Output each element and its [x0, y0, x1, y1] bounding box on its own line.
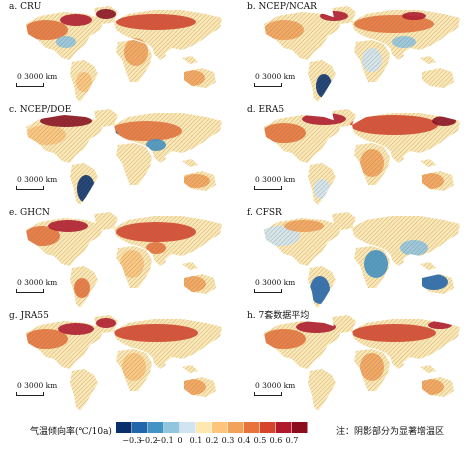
legend-color-bar — [116, 422, 308, 433]
map-panel-jra55: g. JRA55 0 3000 km — [6, 311, 232, 415]
map-panel-ncep-ncar: b. NCEP/NCAR 0 3000 km — [244, 2, 470, 106]
scale-bar-label: 0 3000 km — [255, 175, 296, 184]
world-map — [26, 6, 222, 102]
world-map — [26, 109, 222, 205]
legend-note: 注：阴影部分为显著增温区 — [336, 427, 445, 437]
map-panel-cfsr: f. CFSR 0 3000 km — [244, 208, 470, 312]
scale-bar-label: 0 3000 km — [17, 72, 58, 81]
legend-tick-label: 0.6 — [269, 436, 283, 445]
scale-bar-label: 0 3000 km — [17, 278, 58, 287]
map-panel-ncep-doe: c. NCEP/DOE 0 3000 km — [6, 105, 232, 209]
legend-swatch — [212, 422, 228, 433]
legend-tick-label: −0.1 — [154, 436, 174, 445]
legend-ticks: −0.3 −0.2 −0.1 0 0.1 0.2 0.3 0.4 0.5 0.6 0.7 — [116, 436, 308, 446]
panel-label: c. NCEP/DOE — [9, 105, 72, 115]
map-panel-ghcn: e. GHCN 0 3000 km — [6, 208, 232, 312]
legend-swatch — [180, 422, 196, 433]
legend-tick-label: −0.3 — [122, 436, 142, 445]
legend-swatch — [132, 422, 148, 433]
color-legend: 气温倾向率(℃/10a) −0.3 −0.2 −0.1 0 0.1 0.2 0.3 0.4 0.… — [0, 418, 474, 450]
world-map — [264, 212, 460, 308]
scale-bar-label: 0 3000 km — [17, 175, 58, 184]
world-map — [264, 315, 460, 411]
world-map — [26, 315, 222, 411]
scale-bar — [254, 83, 282, 87]
legend-tick-label: −0.2 — [138, 436, 158, 445]
scale-bar — [16, 83, 44, 87]
panel-label: f. CFSR — [247, 208, 282, 218]
map-panel-era5: d. ERA5 0 3000 km — [244, 105, 470, 209]
panel-label: g. JRA55 — [9, 311, 49, 321]
legend-swatch — [116, 422, 132, 433]
scale-bar — [16, 289, 44, 293]
scale-bar-label: 0 3000 km — [17, 381, 58, 390]
map-panel-cru: a. CRU 0 3000 km — [6, 2, 232, 106]
legend-tick-label: 0.1 — [189, 436, 203, 445]
map-panel-average: h. 7套数据平均 0 3000 km — [244, 311, 470, 415]
legend-swatch — [244, 422, 260, 433]
legend-swatch — [292, 422, 308, 433]
scale-bar — [254, 392, 282, 396]
scale-bar-label: 0 3000 km — [255, 72, 296, 81]
panel-label: b. NCEP/NCAR — [247, 2, 317, 12]
scale-bar — [16, 392, 44, 396]
legend-swatch — [260, 422, 276, 433]
world-map — [264, 6, 460, 102]
legend-swatch — [148, 422, 164, 433]
panel-label: d. ERA5 — [247, 105, 285, 115]
panel-label: e. GHCN — [9, 208, 50, 218]
scale-bar — [16, 186, 44, 190]
legend-tick-label: 0.5 — [253, 436, 267, 445]
panel-label: h. 7套数据平均 — [247, 311, 310, 321]
panel-label: a. CRU — [9, 2, 42, 12]
legend-tick-label: 0.7 — [285, 436, 299, 445]
scale-bar-label: 0 3000 km — [255, 381, 296, 390]
scale-bar — [254, 289, 282, 293]
world-map — [26, 212, 222, 308]
scale-bar-label: 0 3000 km — [255, 278, 296, 287]
world-map — [264, 109, 460, 205]
legend-tick-label: 0 — [177, 436, 183, 445]
scale-bar — [254, 186, 282, 190]
legend-title: 气温倾向率(℃/10a) — [30, 427, 112, 437]
legend-swatch — [196, 422, 212, 433]
legend-swatch — [276, 422, 292, 433]
legend-swatch — [164, 422, 180, 433]
legend-tick-label: 0.2 — [205, 436, 219, 445]
legend-swatch — [228, 422, 244, 433]
legend-tick-label: 0.4 — [237, 436, 251, 445]
legend-tick-label: 0.3 — [221, 436, 235, 445]
